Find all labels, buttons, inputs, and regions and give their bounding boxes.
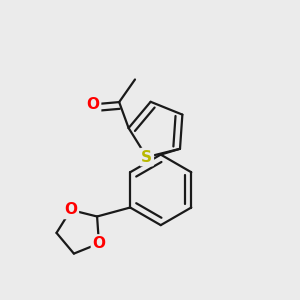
Text: S: S bbox=[141, 150, 152, 165]
Text: O: O bbox=[92, 236, 106, 251]
Text: O: O bbox=[64, 202, 77, 217]
Text: O: O bbox=[86, 97, 100, 112]
